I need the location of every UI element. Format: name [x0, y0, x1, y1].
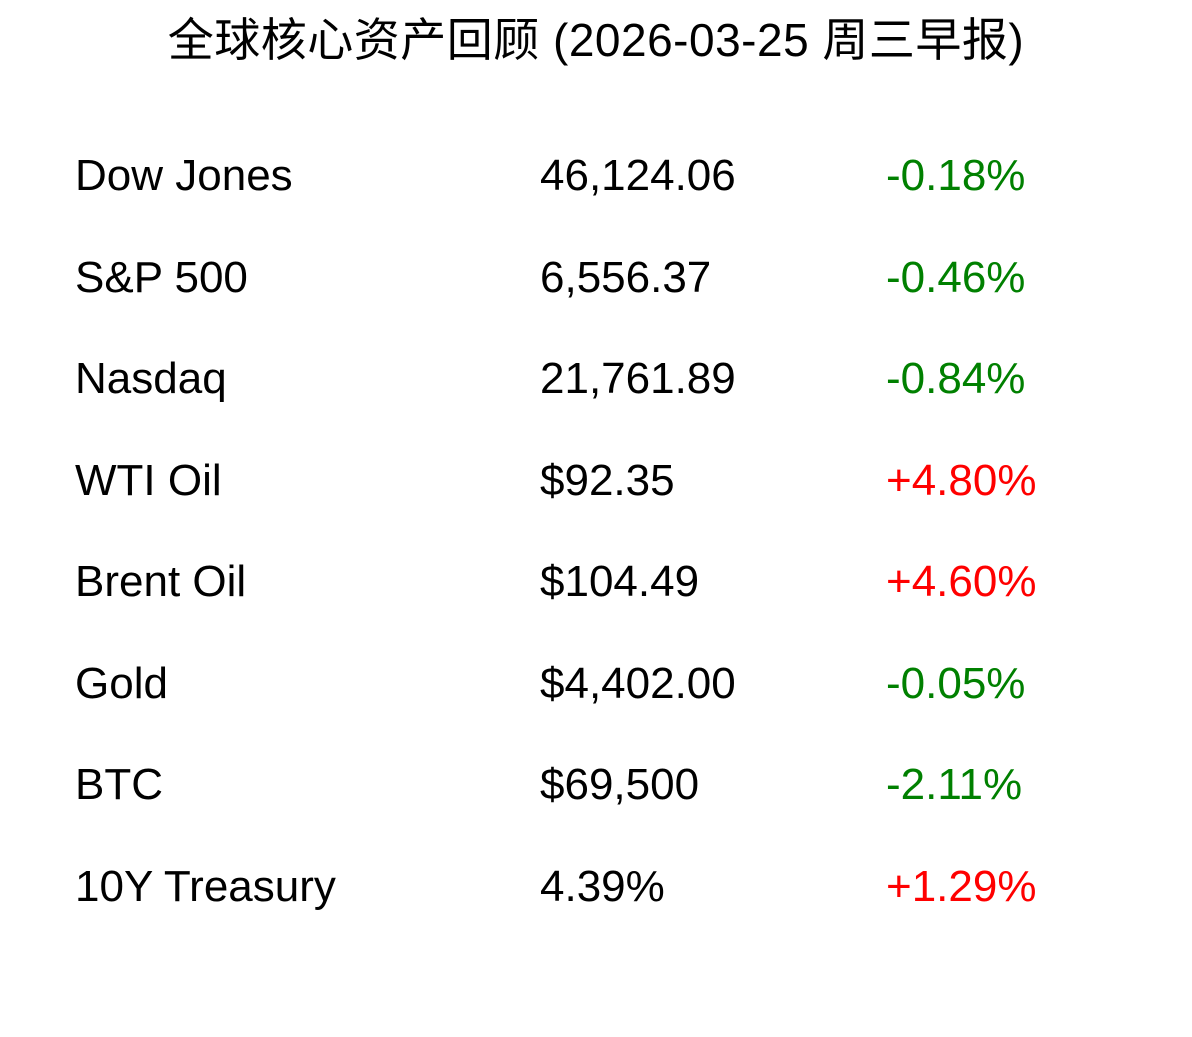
table-row: BTC $69,500 -2.11% — [75, 759, 1192, 861]
asset-table: Dow Jones 46,124.06 -0.18% S&P 500 6,556… — [75, 150, 1192, 962]
table-row: WTI Oil $92.35 +4.80% — [75, 455, 1192, 557]
asset-change: +4.80% — [886, 455, 1037, 505]
asset-label: Gold — [75, 658, 168, 708]
table-row: Gold $4,402.00 -0.05% — [75, 658, 1192, 760]
table-row: Brent Oil $104.49 +4.60% — [75, 556, 1192, 658]
page-title: 全球核心资产回顾 (2026-03-25 周三早报) — [167, 14, 1025, 66]
asset-value: $92.35 — [540, 455, 675, 505]
asset-value: 21,761.89 — [540, 354, 736, 403]
asset-change: -2.11% — [886, 760, 1023, 809]
asset-value: $4,402.00 — [540, 658, 736, 708]
asset-label: 10Y Treasury — [75, 861, 336, 911]
table-row: Dow Jones 46,124.06 -0.18% — [75, 150, 1192, 252]
asset-change: +4.60% — [886, 557, 1037, 606]
table-row: 10Y Treasury 4.39% +1.29% — [75, 861, 1192, 963]
asset-value: 46,124.06 — [540, 151, 736, 200]
asset-label: Nasdaq — [75, 354, 227, 403]
asset-value: $104.49 — [540, 557, 700, 606]
asset-label: BTC — [75, 760, 163, 809]
table-row: S&P 500 6,556.37 -0.46% — [75, 252, 1192, 354]
asset-change: -0.05% — [886, 658, 1026, 708]
table-row: Nasdaq 21,761.89 -0.84% — [75, 353, 1192, 455]
asset-value: $69,500 — [540, 760, 700, 809]
asset-label: S&P 500 — [75, 252, 248, 302]
asset-value: 4.39% — [540, 861, 665, 911]
asset-change: +1.29% — [886, 861, 1037, 911]
asset-change: -0.46% — [886, 252, 1026, 302]
asset-label: WTI Oil — [75, 455, 222, 505]
asset-label: Dow Jones — [75, 151, 293, 200]
asset-change: -0.18% — [886, 151, 1026, 200]
asset-value: 6,556.37 — [540, 252, 712, 302]
asset-label: Brent Oil — [75, 557, 247, 606]
asset-change: -0.84% — [886, 354, 1026, 403]
